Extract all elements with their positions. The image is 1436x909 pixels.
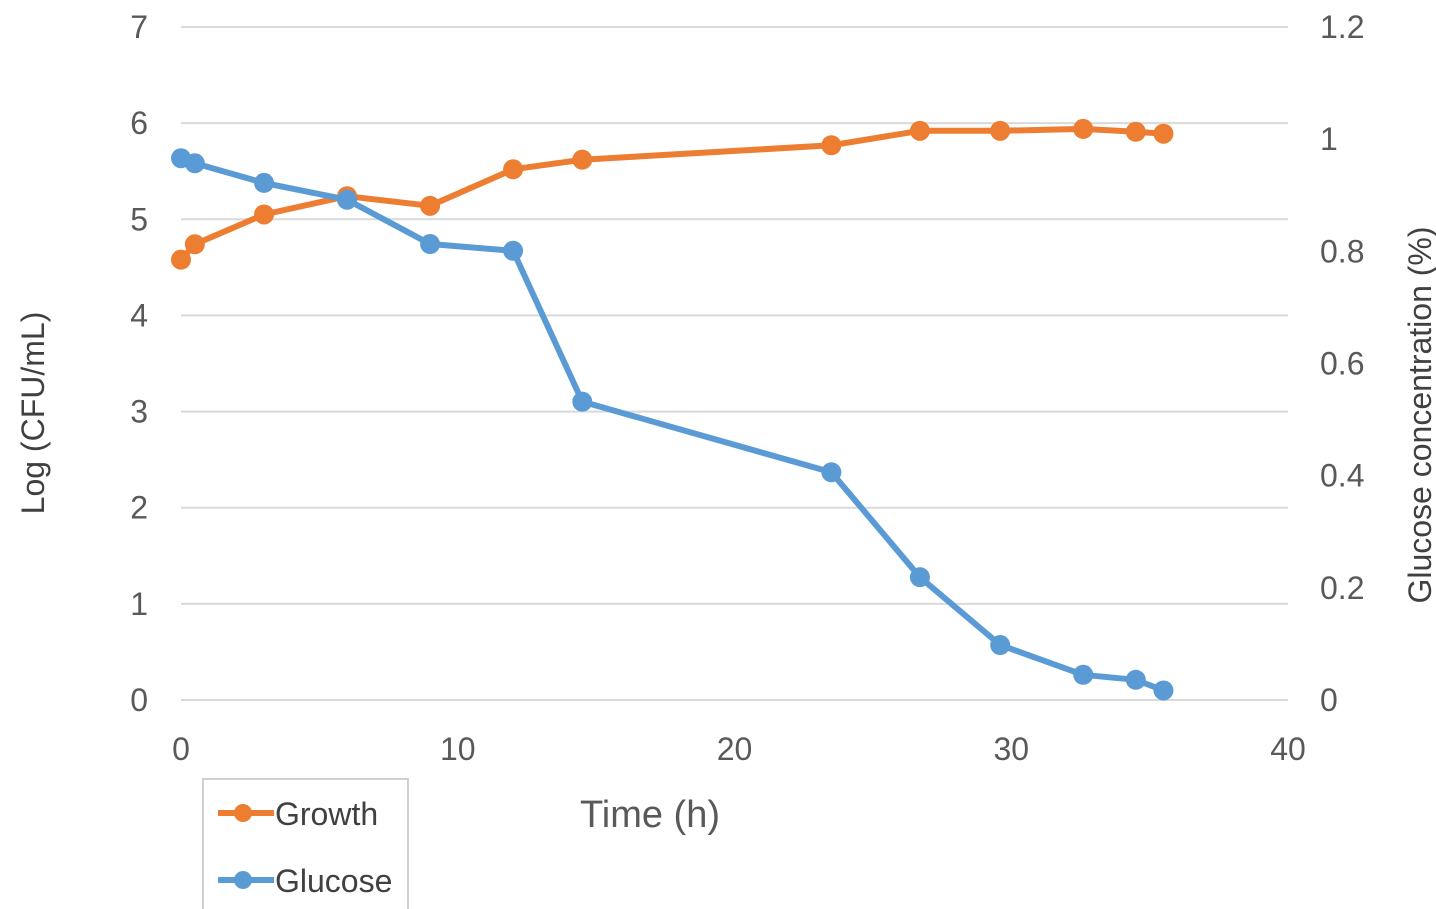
growth-data-point [821, 135, 842, 156]
x-tick-label: 10 [440, 731, 476, 767]
legend-growth-marker [234, 804, 252, 822]
glucose-data-point [420, 234, 441, 255]
right-tick-label: 0.8 [1320, 233, 1364, 269]
left-tick-label: 5 [130, 201, 148, 237]
legend-glucose-marker [234, 871, 252, 889]
glucose-data-point [1073, 664, 1094, 685]
right-tick-label: 1.2 [1320, 9, 1364, 45]
growth-data-point [1153, 123, 1174, 144]
growth-data-point [254, 204, 275, 225]
left-tick-label: 3 [130, 394, 148, 430]
right-tick-label: 0.4 [1320, 458, 1364, 494]
left-tick-label: 2 [130, 490, 148, 526]
glucose-data-point [572, 391, 593, 412]
left-axis-title: Log (CFU/mL) [15, 312, 51, 515]
x-tick-label: 0 [172, 731, 190, 767]
x-tick-label: 30 [993, 731, 1029, 767]
growth-data-point [1125, 121, 1146, 142]
glucose-data-point [821, 462, 842, 483]
right-tick-label: 0.2 [1320, 570, 1364, 606]
series-layer [171, 118, 1174, 701]
left-tick-label: 7 [130, 9, 148, 45]
left-tick-label: 0 [130, 682, 148, 718]
left-tick-label: 4 [130, 297, 148, 333]
growth-data-point [184, 234, 205, 255]
left-tick-label: 6 [130, 105, 148, 141]
growth-data-point [572, 149, 593, 170]
left-tick-label: 1 [130, 586, 148, 622]
growth-data-point [503, 159, 524, 180]
growth-data-point [1073, 118, 1094, 139]
growth-data-point [990, 120, 1011, 141]
x-tick-label: 40 [1270, 731, 1306, 767]
gridlines [181, 26, 1288, 701]
right-axis-title: Glucose concentration (%) [1402, 226, 1436, 603]
right-axis-ticks: 0 0.2 0.4 0.6 0.8 1 1.2 [1320, 9, 1364, 718]
glucose-data-point [909, 567, 930, 588]
glucose-data-point [254, 172, 275, 193]
x-tick-label: 20 [717, 731, 753, 767]
left-axis-ticks: 0 1 2 3 4 5 6 7 [130, 9, 148, 718]
glucose-data-point [1153, 680, 1174, 701]
growth-data-point [420, 195, 441, 216]
growth-data-point [171, 249, 191, 270]
growth-data-point [909, 120, 930, 141]
legend-glucose-label: Glucose [275, 863, 392, 899]
glucose-data-point [184, 153, 205, 174]
right-tick-label: 0 [1320, 682, 1338, 718]
glucose-data-point [990, 635, 1011, 656]
glucose-series-line [178, 155, 1167, 694]
legend: Growth Glucose [202, 778, 409, 909]
legend-box [202, 778, 409, 909]
right-tick-label: 0.6 [1320, 346, 1364, 382]
right-tick-label: 1 [1320, 121, 1338, 157]
glucose-data-point [503, 240, 524, 261]
glucose-data-point [1125, 669, 1146, 690]
x-axis-ticks: 0 10 20 30 40 [172, 731, 1306, 767]
legend-growth-label: Growth [275, 796, 378, 832]
glucose-data-point [337, 189, 358, 210]
x-axis-title: Time (h) [580, 794, 720, 836]
